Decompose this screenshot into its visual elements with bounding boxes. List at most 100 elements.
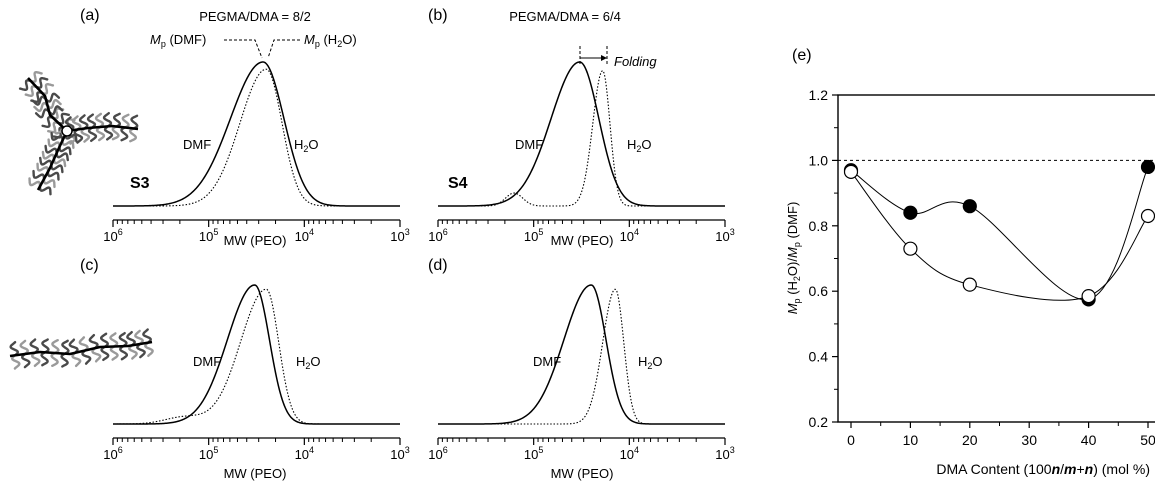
curve-c-dmf [113, 284, 400, 425]
point-filled [1140, 159, 1155, 175]
x-tick-label-c: 105 [199, 445, 218, 462]
x-tick-label-c: 103 [390, 445, 409, 462]
panel-label-d: (d) [428, 257, 448, 274]
backbone [66, 124, 139, 133]
x-axis-c: 106 105 104 103 [103, 437, 410, 462]
side-chain [130, 114, 139, 130]
y-tick-label-e: 0.2 [809, 414, 829, 430]
axes-e: 0.2 0.4 0.6 0.8 1.0 1.2 0 10 20 30 40 50 [809, 87, 1155, 448]
side-chain [80, 127, 91, 143]
x-axis-label-e: DMA Content (100n/m+n) (mol %) [936, 461, 1150, 477]
linear-polymer-schematic [9, 328, 154, 370]
side-chain [73, 128, 84, 144]
side-chain [71, 351, 82, 368]
plot-frame-e [837, 94, 1155, 423]
side-chain [64, 133, 78, 143]
side-chain [30, 351, 41, 367]
side-chain [134, 329, 144, 346]
side-chain [95, 125, 106, 142]
side-chain [128, 344, 138, 360]
x-tick-label-c: 104 [295, 445, 314, 462]
side-chain [29, 338, 40, 354]
mp-dmf-label: Mp (DMF) [150, 32, 206, 49]
star-polymer-schematic [18, 71, 139, 196]
side-chain [20, 352, 31, 369]
x-tick-label-e: 0 [847, 432, 855, 448]
side-chain [61, 139, 75, 149]
curve-d-dmf [438, 284, 725, 425]
x-tick-label-e: 20 [962, 432, 978, 448]
curves-c [113, 284, 400, 425]
panel-e: (e) 0.2 0.4 0.6 0.8 1.0 1.2 0 10 20 30 40 50 Mp (H2… [785, 47, 1155, 477]
side-chain [51, 339, 60, 355]
side-chain [10, 354, 21, 370]
curve-b-dmf [438, 61, 725, 207]
x-tick-label-e: 30 [1021, 432, 1037, 448]
side-chain [58, 145, 72, 156]
side-chain [68, 338, 79, 354]
panel-label-b: (b) [428, 7, 448, 24]
side-chain [33, 101, 49, 113]
side-chain [32, 169, 46, 181]
side-chain [47, 138, 61, 148]
folding-label: Folding [614, 54, 657, 69]
series-label-dmf-a: DMF [183, 137, 211, 152]
side-chain [50, 351, 59, 367]
side-chain [78, 114, 89, 130]
x-tick-label-b: 103 [715, 227, 734, 244]
side-chain [60, 352, 69, 368]
x-axis-label-c: MW (PEO) [224, 466, 287, 481]
curve-b-h2o [438, 69, 725, 207]
series-label-dmf-b: DMF [515, 137, 543, 152]
side-chain [118, 331, 128, 348]
backbone [9, 340, 153, 358]
x-tick-label-e: 10 [903, 432, 919, 448]
x-tick-label-a: 106 [103, 227, 122, 244]
x-tick-label-d: 106 [428, 445, 447, 462]
x-tick-label-c: 106 [103, 445, 122, 462]
x-tick-label-d: 105 [524, 445, 543, 462]
mp-h2o-label: Mp (H2O) [304, 32, 357, 49]
side-chain [38, 185, 52, 196]
side-chain [136, 342, 146, 359]
point-open [903, 241, 918, 256]
panel-label-e: (e) [792, 47, 812, 64]
x-tick-label-a: 103 [390, 227, 409, 244]
side-chain [120, 126, 129, 142]
panel-c: (c) 106 105 104 103 DMF H2O MW (PEO) [80, 257, 410, 481]
side-chain [91, 347, 102, 363]
panel-d: (d) 106 105 104 103 DMF H2O MW (PEO) [428, 257, 735, 481]
side-chain [71, 115, 82, 131]
backbone [36, 130, 69, 191]
curves-d [438, 284, 725, 425]
side-chain [48, 105, 64, 116]
side-chain [87, 126, 98, 142]
side-chain [64, 116, 75, 132]
side-chain [19, 339, 30, 356]
side-chain [18, 79, 32, 91]
x-tick-label-e: 40 [1081, 432, 1097, 448]
panel-label-a: (a) [80, 7, 100, 24]
point-open [1140, 208, 1155, 224]
series-label-dmf-c: DMF [193, 354, 221, 369]
side-chain [24, 85, 38, 97]
side-chain [100, 345, 110, 362]
panel-title-b: PEGMA/DMA = 6/4 [509, 9, 621, 24]
side-chain [94, 112, 105, 129]
sample-label-s4: S4 [448, 175, 468, 192]
y-tick-label-e: 1.2 [809, 87, 829, 103]
y-tick-label-e: 0.8 [809, 218, 829, 234]
x-tick-label-d: 104 [620, 445, 639, 462]
point-open [843, 164, 859, 179]
fit-curves-e [850, 166, 1149, 301]
side-chain [102, 112, 113, 128]
side-chain [46, 98, 62, 110]
point-filled [962, 199, 977, 214]
side-chain [42, 177, 56, 189]
side-chain [78, 336, 89, 352]
side-chain [142, 328, 152, 344]
mp-h2o-leader [267, 39, 300, 59]
backbone [27, 77, 68, 132]
y-tick-label-e: 0.4 [809, 349, 829, 365]
